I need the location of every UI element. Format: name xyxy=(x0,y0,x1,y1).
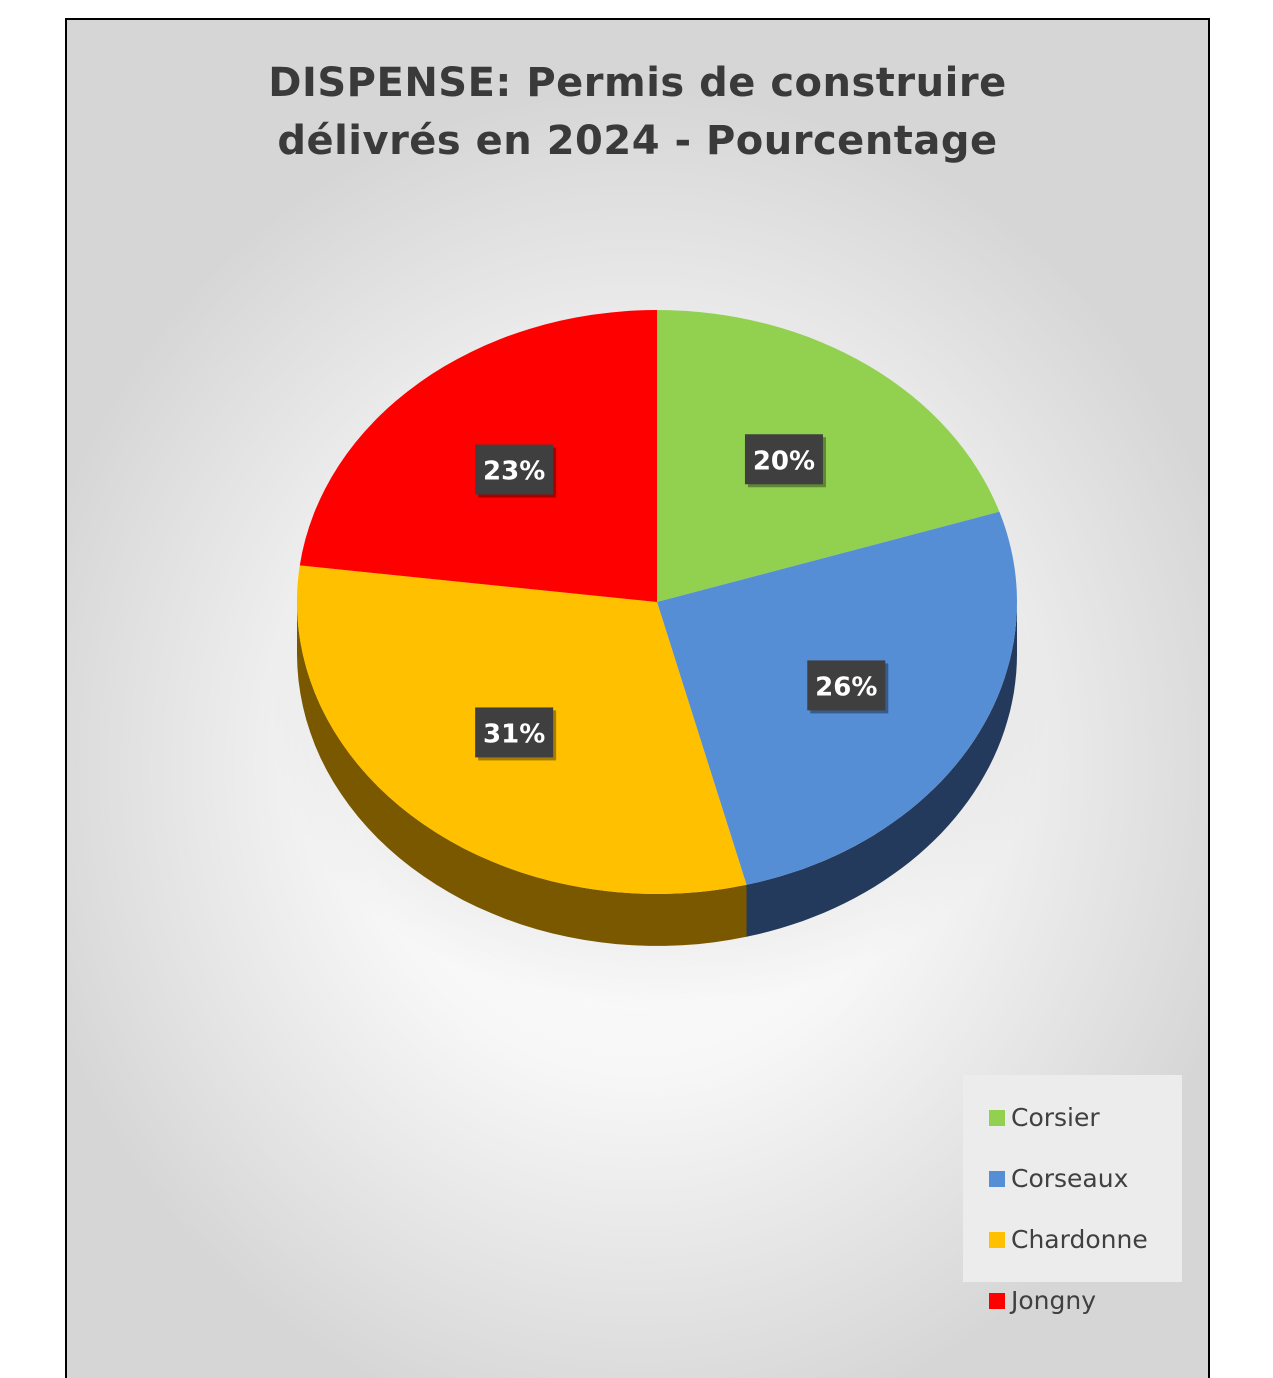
chart-title-line-2: délivrés en 2024 - Pourcentage xyxy=(277,118,998,164)
chart-title: DISPENSE: Permis de construire délivrés … xyxy=(67,54,1208,170)
legend-item-corsier: Corsier xyxy=(963,1087,1182,1148)
data-label-jongny: 23% xyxy=(475,444,557,498)
pie-slice-corsier xyxy=(657,310,1000,602)
legend-item-corseaux: Corseaux xyxy=(963,1148,1182,1209)
data-label-text: 26% xyxy=(815,672,877,702)
data-label-text: 20% xyxy=(753,446,815,476)
data-label-text: 31% xyxy=(483,719,545,749)
legend-swatch xyxy=(989,1109,1005,1126)
data-label-text: 23% xyxy=(483,457,545,487)
legend-label: Corseaux xyxy=(1011,1164,1129,1193)
legend-swatch xyxy=(989,1292,1005,1309)
data-label-box xyxy=(807,660,886,711)
legend-label: Chardonne xyxy=(1011,1225,1148,1254)
data-label-chardonne: 31% xyxy=(475,707,557,761)
legend-label: Corsier xyxy=(1011,1103,1100,1132)
pie-side-corseaux xyxy=(746,602,1017,937)
data-label-box xyxy=(744,434,823,485)
legend-item-chardonne: Chardonne xyxy=(963,1209,1182,1270)
legend-swatch xyxy=(989,1170,1005,1187)
chart-title-line-1: DISPENSE: Permis de construire xyxy=(268,60,1007,106)
pie-side-chardonne xyxy=(297,602,747,946)
data-label-corseaux: 26% xyxy=(807,660,889,714)
legend: Corsier Corseaux Chardonne Jongny xyxy=(963,1075,1182,1315)
data-label-box xyxy=(475,707,554,758)
legend-swatch xyxy=(989,1231,1005,1248)
pie-chart: 20% 26% 31% 23% xyxy=(269,310,1049,1010)
data-label-box xyxy=(475,444,554,495)
legend-label: Jongny xyxy=(1011,1286,1097,1315)
data-label-corsier: 20% xyxy=(744,434,826,488)
chart-frame: DISPENSE: Permis de construire délivrés … xyxy=(65,18,1210,1378)
legend-item-jongny: Jongny xyxy=(963,1270,1182,1331)
